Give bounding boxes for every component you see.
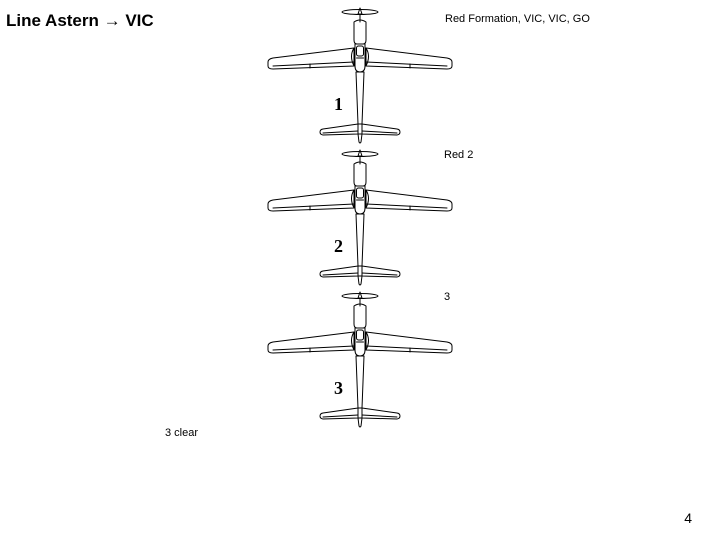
aircraft-label-2: 2 (334, 236, 343, 257)
aircraft-2 (265, 148, 455, 288)
aircraft-3 (265, 290, 455, 430)
callout-clear: 3 clear (165, 427, 198, 439)
aircraft-label-3: 3 (334, 378, 343, 399)
aircraft-label-1: 1 (334, 94, 343, 115)
callout-formation: Red Formation, VIC, VIC, GO (445, 13, 590, 25)
slide-title: Line Astern → VIC (6, 11, 154, 31)
page-number: 4 (684, 510, 692, 526)
aircraft-1 (265, 6, 455, 146)
